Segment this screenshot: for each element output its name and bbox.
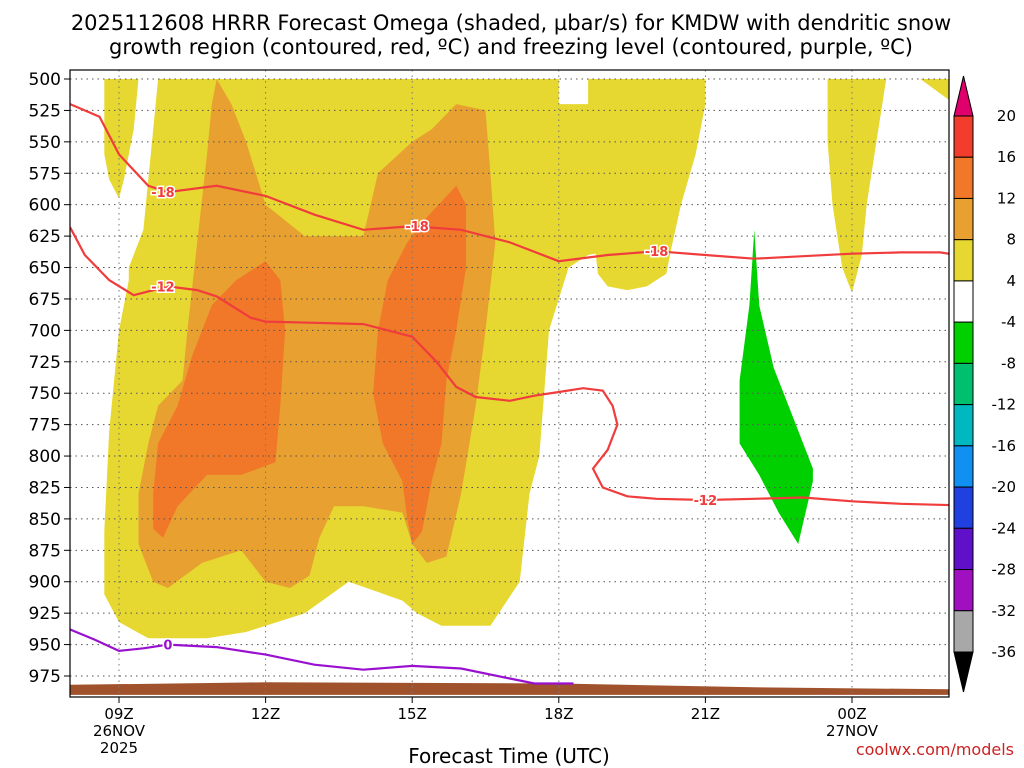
y-tick-label: 925 xyxy=(29,604,61,624)
x-tick-label: 09Z xyxy=(104,705,133,723)
purple-contour-label: 0 xyxy=(163,639,172,654)
colorbar-tick-label: -20 xyxy=(992,478,1017,496)
colorbar-bin xyxy=(953,197,974,241)
region-omega-4-8-spur-c xyxy=(827,79,887,293)
y-tick-label: 700 xyxy=(29,321,61,341)
colorbar-tick-label: 8 xyxy=(1006,231,1016,249)
red-contour--18 xyxy=(70,103,949,263)
colorbar-tick-label: -8 xyxy=(1001,354,1016,372)
colorbar-bin xyxy=(953,610,974,653)
y-tick-label: 500 xyxy=(29,70,61,90)
y-tick-label: 525 xyxy=(29,101,61,121)
colorbar-bin xyxy=(953,486,974,529)
colorbar-tick-label: -16 xyxy=(992,437,1017,455)
colorbar-bin xyxy=(953,280,974,323)
colorbar: 20 16 12 8 4 -4 -8 -12 -16 -20 -24 -28 -32 -36 xyxy=(953,75,1017,693)
gridlines xyxy=(70,70,949,697)
x-tick-date: 26NOV xyxy=(93,722,146,740)
y-tick-label: 725 xyxy=(29,353,61,373)
y-tick-label: 575 xyxy=(29,164,61,184)
credit-text: coolwx.com/models xyxy=(856,740,1014,759)
y-tick-label: 975 xyxy=(29,667,61,687)
chart-title-line2: growth region (contoured, red, ºC) and f… xyxy=(109,35,913,59)
x-tick-label: 00Z xyxy=(837,705,866,723)
y-tick-label: 650 xyxy=(29,259,61,279)
colorbar-bin xyxy=(953,156,974,199)
colorbar-bin xyxy=(953,115,974,158)
shaded-regions xyxy=(70,79,949,695)
y-tick-label: 750 xyxy=(29,384,61,404)
colorbar-tick-label: -32 xyxy=(992,602,1017,620)
region-omega-4-8-spur-d xyxy=(920,79,949,100)
y-tick-label: 800 xyxy=(29,447,61,467)
red-contour-label: -18 xyxy=(405,220,429,235)
region-omega-4-8-spur-a xyxy=(104,79,139,199)
colorbar-tick-label: -12 xyxy=(992,396,1017,414)
y-tick-label: 625 xyxy=(29,227,61,247)
y-tick-label: 550 xyxy=(29,133,61,153)
x-tick-year: 2025 xyxy=(100,739,138,757)
colorbar-bin xyxy=(953,239,974,282)
x-tick-label: 18Z xyxy=(544,705,573,723)
colorbar-tick-label: 12 xyxy=(997,189,1016,207)
plot-frame xyxy=(69,69,950,698)
red-contour-label: -18 xyxy=(645,245,669,260)
contours: -18 -18 -18 -12 -12 0 xyxy=(70,103,949,685)
x-tick-label: 12Z xyxy=(251,705,280,723)
colorbar-tick-label: 16 xyxy=(997,148,1016,166)
colorbar-tick-label: 20 xyxy=(997,107,1016,125)
colorbar-tick-label: -36 xyxy=(992,643,1017,661)
y-tick-label: 850 xyxy=(29,510,61,530)
y-tick-label: 900 xyxy=(29,573,61,593)
y-tick-label: 825 xyxy=(29,478,61,498)
x-tick-date: 27NOV xyxy=(826,722,879,740)
chart-title-line1: 2025112608 HRRR Forecast Omega (shaded, … xyxy=(71,11,951,35)
y-tick-label: 950 xyxy=(29,636,61,656)
colorbar-bin xyxy=(953,321,974,364)
red-contour-label: -18 xyxy=(151,186,175,201)
region-omega-neg4-neg8-region xyxy=(739,229,813,545)
y-axis: 500 525 550 575 600 625 650 675 700 725 750 775 800 8… xyxy=(29,70,70,687)
colorbar-bin xyxy=(953,569,974,612)
colorbar-tick-label: -28 xyxy=(992,561,1017,579)
colorbar-bin xyxy=(953,404,974,447)
colorbar-tick-label: -4 xyxy=(1001,313,1016,331)
x-tick-label: 15Z xyxy=(398,705,427,723)
x-axis-label: Forecast Time (UTC) xyxy=(408,744,610,768)
y-tick-label: 600 xyxy=(29,196,61,216)
region-terrain-ground xyxy=(70,682,949,695)
region-omega-12-16-right xyxy=(373,185,466,545)
colorbar-bin xyxy=(953,527,974,571)
colorbar-bin xyxy=(953,362,974,406)
colorbar-tick-label: -24 xyxy=(992,519,1017,537)
colorbar-tick-label: 4 xyxy=(1006,272,1016,290)
y-tick-label: 675 xyxy=(29,290,61,310)
region-omega-4-8-spur-b xyxy=(593,79,706,291)
x-tick-label: 21Z xyxy=(691,705,720,723)
y-tick-label: 775 xyxy=(29,416,61,436)
y-tick-label: 875 xyxy=(29,541,61,561)
colorbar-bin xyxy=(953,445,974,488)
purple-contour-0 xyxy=(70,628,574,685)
colorbar-top-triangle xyxy=(953,75,974,117)
red-contour-label: -12 xyxy=(151,280,175,295)
red-contour--12 xyxy=(70,226,949,507)
colorbar-bottom-triangle xyxy=(953,651,974,693)
red-contour-label: -12 xyxy=(694,494,718,509)
